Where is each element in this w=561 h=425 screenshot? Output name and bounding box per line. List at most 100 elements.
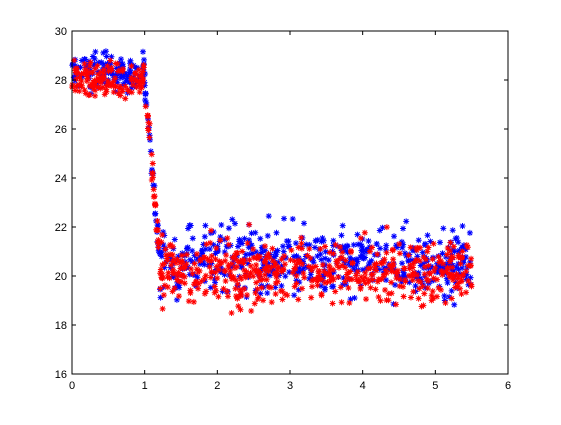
data-point xyxy=(92,65,99,72)
data-point xyxy=(224,235,231,242)
data-point xyxy=(214,275,221,282)
data-point xyxy=(337,255,344,262)
data-point xyxy=(346,299,353,306)
data-point xyxy=(344,274,351,281)
data-point xyxy=(306,245,313,252)
data-point xyxy=(363,249,370,256)
data-point xyxy=(154,222,161,229)
data-point xyxy=(418,303,425,310)
data-point xyxy=(102,48,109,55)
data-point xyxy=(314,236,321,243)
data-point xyxy=(296,269,303,276)
data-point xyxy=(82,90,89,97)
data-point xyxy=(246,221,253,228)
data-point xyxy=(78,57,85,64)
data-point xyxy=(171,256,178,263)
data-point xyxy=(269,257,276,264)
data-point xyxy=(225,261,232,268)
data-point xyxy=(222,257,229,264)
data-point xyxy=(82,70,89,77)
data-point xyxy=(224,243,231,250)
data-point xyxy=(177,265,184,272)
data-point xyxy=(378,259,385,266)
data-point xyxy=(159,270,166,277)
data-point xyxy=(447,258,454,265)
data-point xyxy=(244,292,251,299)
data-point xyxy=(117,60,124,67)
data-point xyxy=(234,263,241,270)
data-point xyxy=(413,272,420,279)
data-point xyxy=(363,296,370,303)
data-point xyxy=(158,253,165,260)
data-point xyxy=(326,249,333,256)
data-point xyxy=(263,253,270,260)
data-point xyxy=(296,257,303,264)
data-point xyxy=(288,247,295,254)
data-point xyxy=(244,240,251,247)
data-point xyxy=(78,77,85,84)
data-point xyxy=(200,258,207,265)
data-point xyxy=(346,276,353,283)
data-point xyxy=(136,89,143,96)
data-point xyxy=(84,68,91,75)
data-point xyxy=(456,273,463,280)
data-point xyxy=(136,73,143,80)
data-point xyxy=(388,279,395,286)
data-point xyxy=(466,229,473,236)
data-point xyxy=(110,72,117,79)
data-point xyxy=(134,77,141,84)
data-point xyxy=(132,70,139,77)
data-point xyxy=(339,262,346,269)
data-point xyxy=(314,282,321,289)
data-point xyxy=(227,267,234,274)
data-point xyxy=(460,259,467,266)
data-point xyxy=(459,248,466,255)
data-point xyxy=(233,257,240,264)
data-point xyxy=(120,73,127,80)
data-point xyxy=(159,261,166,268)
data-point xyxy=(269,268,276,275)
data-point xyxy=(319,261,326,268)
data-point xyxy=(420,260,427,267)
data-point xyxy=(255,269,262,276)
data-point xyxy=(147,136,154,143)
data-point xyxy=(463,289,470,296)
data-point xyxy=(234,281,241,288)
data-point xyxy=(322,248,329,255)
data-point xyxy=(181,280,188,287)
data-point xyxy=(202,272,209,279)
data-point xyxy=(400,225,407,232)
data-point xyxy=(425,277,432,284)
data-point xyxy=(108,53,115,60)
data-point xyxy=(439,266,446,273)
data-point xyxy=(208,268,215,275)
data-point xyxy=(362,269,369,276)
data-point xyxy=(305,263,312,270)
data-point xyxy=(253,266,260,273)
data-point xyxy=(441,297,448,304)
data-point xyxy=(90,62,97,69)
data-point xyxy=(99,76,106,83)
data-point xyxy=(253,279,260,286)
data-point xyxy=(440,260,447,267)
data-point xyxy=(210,229,217,235)
data-point xyxy=(308,294,315,301)
data-point xyxy=(241,285,248,292)
data-point xyxy=(424,232,431,239)
data-point xyxy=(308,267,315,274)
data-point xyxy=(409,277,416,284)
data-point xyxy=(412,282,419,289)
data-point xyxy=(145,127,152,134)
data-point xyxy=(171,236,178,243)
data-point xyxy=(100,69,107,76)
data-point xyxy=(205,261,212,268)
data-point xyxy=(374,251,381,258)
data-point xyxy=(102,80,109,87)
data-point xyxy=(318,290,325,297)
data-point xyxy=(354,258,361,265)
data-point xyxy=(309,264,316,271)
data-point xyxy=(196,254,203,261)
data-point xyxy=(221,249,228,256)
data-point xyxy=(372,286,379,293)
